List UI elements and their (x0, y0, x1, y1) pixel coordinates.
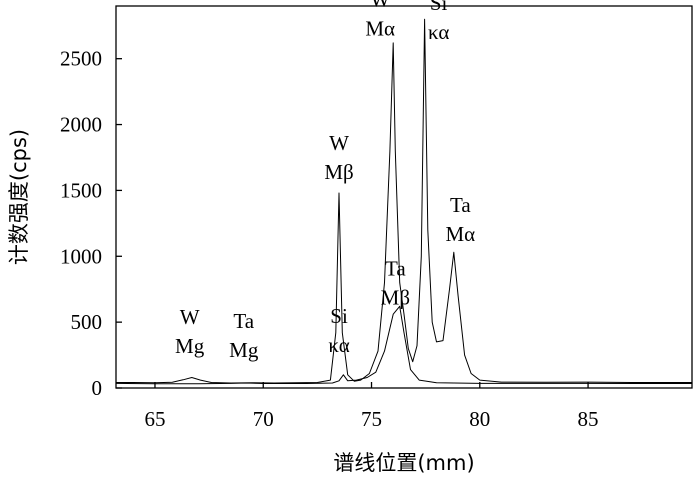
peak-label-line: Ta (385, 256, 406, 280)
peak-label-line: Mβ (324, 160, 353, 184)
peak-label-line: Mα (365, 17, 395, 41)
peak-label: Ta Mg (229, 309, 259, 362)
peak-label-line: Mβ (381, 285, 410, 309)
peak-label-line: Mg (175, 334, 205, 358)
peak-label-line: W (370, 0, 390, 12)
peak-label: Si κα (428, 0, 449, 44)
y-tick-label: 0 (92, 376, 103, 400)
peak-label: Ta Mα (445, 193, 475, 246)
peak-label: W Mg (175, 305, 205, 358)
x-tick-label: 80 (469, 407, 490, 431)
x-tick-label: 65 (144, 407, 165, 431)
x-tick-label: 70 (253, 407, 274, 431)
peak-label-line: W (180, 305, 200, 329)
peak-label: Ta Mβ (381, 256, 410, 309)
peak-labels: W Mg Ta Mg Si κα W Mβ Ta Mβ W Mα Si κα Ta Mα (175, 0, 475, 362)
peak-label: W Mβ (324, 131, 353, 184)
x-axis-ticks: 65 70 75 80 85 (144, 382, 599, 431)
peak-label-line: Ta (233, 309, 254, 333)
y-axis-ticks: 0 500 1000 1500 2000 2500 (60, 47, 122, 400)
peak-label-line: Si (330, 304, 348, 328)
y-tick-label: 500 (71, 310, 103, 334)
y-tick-label: 1500 (60, 178, 102, 202)
x-tick-label: 85 (578, 407, 599, 431)
y-tick-label: 2000 (60, 113, 102, 137)
peak-label-line: W (329, 131, 349, 155)
peak-label-line: Si (430, 0, 448, 15)
peak-label: Si κα (328, 304, 349, 357)
y-tick-label: 2500 (60, 47, 102, 71)
x-tick-label: 75 (361, 407, 382, 431)
spectrum-line-1 (116, 18, 692, 384)
y-axis-title: 计数强度(cps) (7, 129, 31, 265)
peak-label-line: Ta (450, 193, 471, 217)
peak-label-line: κα (428, 20, 449, 44)
series-layer (115, 18, 693, 385)
spectrum-line-2 (115, 305, 693, 385)
peak-label: W Mα (365, 0, 395, 41)
plot-frame (115, 5, 693, 389)
peak-label-line: κα (328, 333, 349, 357)
peak-label-line: Mα (445, 222, 475, 246)
y-tick-label: 1000 (60, 244, 102, 268)
x-axis-title: 谱线位置(mm) (333, 451, 474, 475)
peak-label-line: Mg (229, 338, 259, 362)
